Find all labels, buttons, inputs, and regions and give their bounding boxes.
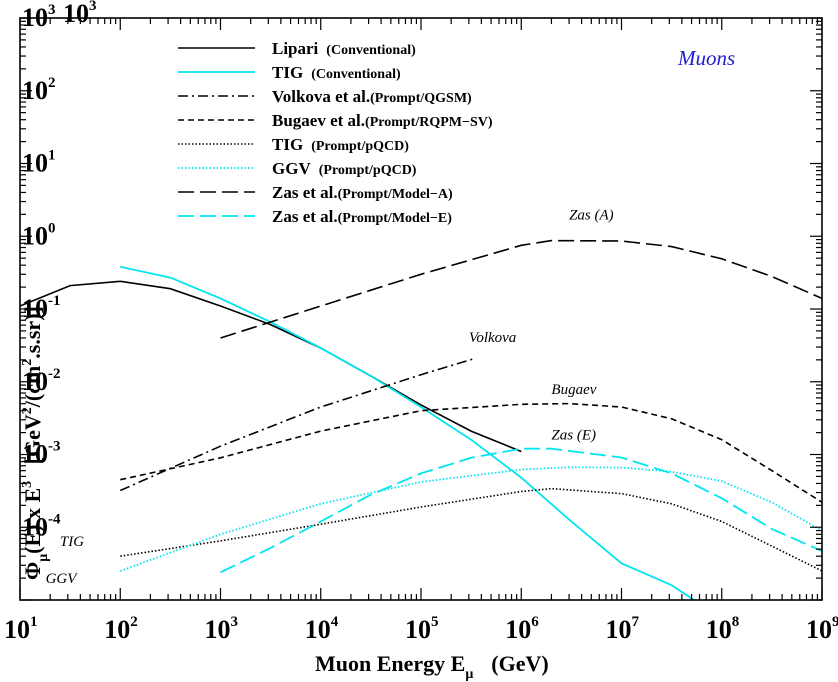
annotation-3: Zas (E) <box>551 428 596 444</box>
x-tick-label: 107 <box>606 614 640 644</box>
annotation-2: Bugaev <box>551 382 596 398</box>
annotation-4: TIG <box>60 534 84 550</box>
x-tick-label: 106 <box>505 614 539 644</box>
legend-entry-5: GGV (Prompt/pQCD) <box>272 159 417 178</box>
legend-entry-4: TIG (Prompt/pQCD) <box>272 135 409 154</box>
x-tick-label: 103 <box>205 614 239 644</box>
legend-entry-6: Zas et al.(Prompt/Model−A) <box>272 183 453 202</box>
y-tick-label: 10-4 <box>22 511 61 541</box>
curve-annotations: Zas (A) Volkova Bugaev Zas (E) TIG GGV <box>46 207 614 587</box>
x-tick-label: 108 <box>706 614 740 644</box>
x-tick-label: 109 <box>806 614 838 644</box>
series-curves <box>20 239 822 600</box>
y-tick-label: 10-2 <box>22 366 61 396</box>
inset-label-muons: Muons <box>677 46 735 70</box>
legend-entry-1: TIG (Conventional) <box>272 63 401 82</box>
legend-entry-0: Lipari (Conventional) <box>272 39 416 58</box>
y-tick-label: 102 <box>22 75 56 105</box>
annotation-0: Zas (A) <box>569 207 614 223</box>
axis-ticks <box>19 17 823 601</box>
x-tick-label: 105 <box>405 614 439 644</box>
series-line-3 <box>120 402 822 503</box>
y-tick-label: 100 <box>22 220 56 250</box>
x-tick-label: 102 <box>104 614 138 644</box>
series-line-4 <box>120 487 822 572</box>
y-tick-label: 101 <box>22 148 56 178</box>
x-tick-label: 104 <box>305 614 339 644</box>
y-tick-label: 10-3 <box>22 439 61 469</box>
series-line-1 <box>120 265 695 600</box>
legend-entry-2: Volkova et al.(Prompt/QGSM) <box>272 87 472 106</box>
legend-entry-7: Zas et al.(Prompt/Model−E) <box>272 207 452 226</box>
series-line-6 <box>220 239 822 339</box>
series-line-2 <box>119 357 476 492</box>
legend-entry-3: Bugaev et al.(Prompt/RQPM−SV) <box>272 111 493 130</box>
y-axis-title: Φμ(E) x E3 [GeV2/(cm2.s.sr)] <box>20 306 51 580</box>
annotation-5: GGV <box>46 571 79 587</box>
axis-tick-labels: 101 102 103 104 105 106 107 108 109 10-4 10-3 10-2 1… <box>4 0 838 644</box>
series-line-7 <box>220 447 822 574</box>
x-axis-title: Muon Energy Eμ (GeV) <box>315 651 549 682</box>
series-line-0 <box>20 280 522 453</box>
legend: Lipari (Conventional) TIG (Conventional) Vol… <box>178 39 493 226</box>
y-tick-label: 10-1 <box>22 293 61 323</box>
x-tick-label: 101 <box>4 614 38 644</box>
annotation-1: Volkova <box>469 330 516 346</box>
series-line-5 <box>119 466 822 572</box>
y-tick-label-top: 103 <box>63 0 97 28</box>
y-tick-label: 103 <box>22 2 56 32</box>
